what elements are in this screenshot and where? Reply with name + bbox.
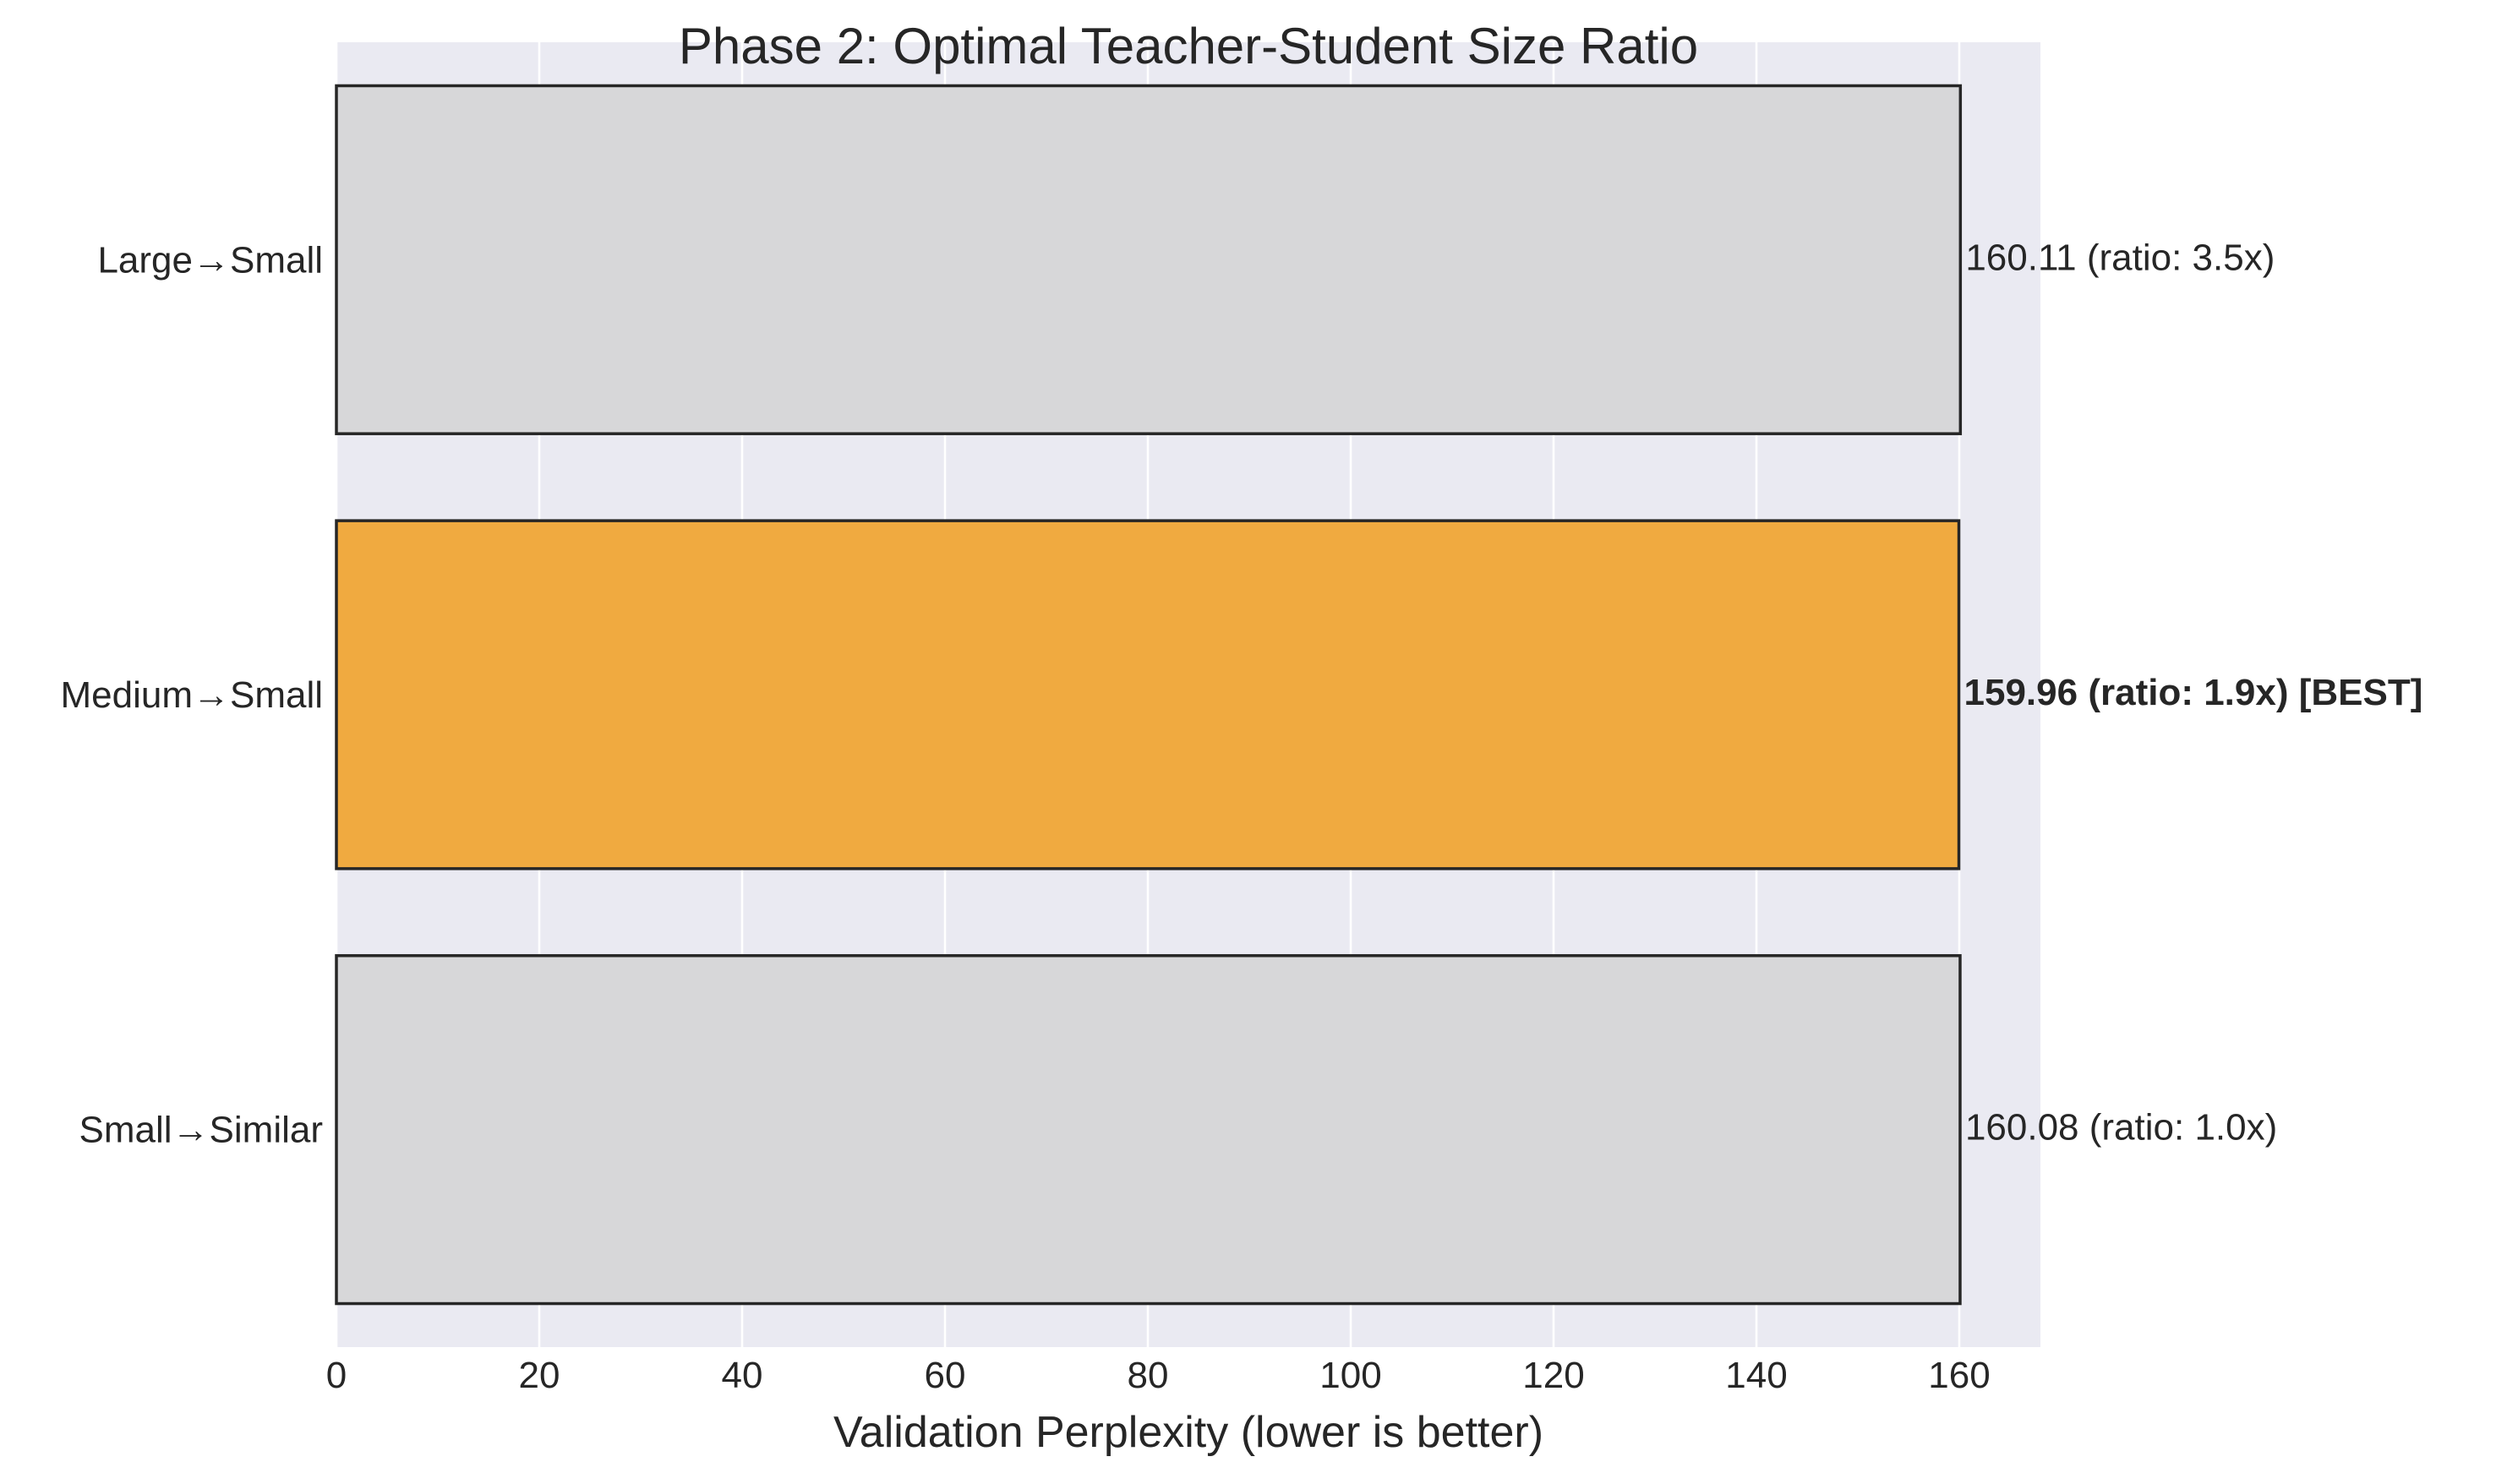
chart-title: Phase 2: Optimal Teacher-Student Size Ra…: [679, 18, 1698, 74]
data-labels: 160.11 (ratio: 3.5x) 159.96 (ratio: 1.9x)…: [1964, 237, 2423, 1148]
x-tick-label: 0: [326, 1355, 347, 1396]
y-axis-categories: Large→Small Medium→Small Small→Similar: [60, 239, 323, 1150]
x-tick-label: 60: [925, 1355, 966, 1396]
x-tick-label: 40: [722, 1355, 763, 1396]
x-tick-label: 140: [1725, 1355, 1787, 1396]
x-tick-label: 100: [1319, 1355, 1381, 1396]
x-tick-label: 20: [519, 1355, 560, 1396]
x-tick-label: 120: [1522, 1355, 1584, 1396]
bar-value-label: 160.08 (ratio: 1.0x): [1965, 1107, 2277, 1148]
bar: [335, 84, 1963, 435]
x-axis-ticks: 0 20 40 60 80 100 120 140 160: [326, 1355, 1991, 1396]
bar-value-label: 160.11 (ratio: 3.5x): [1965, 237, 2275, 278]
x-tick-label: 160: [1928, 1355, 1990, 1396]
x-tick-label: 80: [1128, 1355, 1169, 1396]
y-category-label: Large→Small: [97, 239, 323, 281]
bar: [335, 954, 1962, 1306]
y-category-label: Medium→Small: [60, 674, 323, 716]
bar-value-label: 159.96 (ratio: 1.9x) [BEST]: [1964, 672, 2423, 713]
y-category-label: Small→Similar: [79, 1110, 323, 1151]
bars: [335, 84, 1963, 1306]
bar: [335, 519, 1961, 870]
x-axis-label: Validation Perplexity (lower is better): [833, 1408, 1543, 1457]
